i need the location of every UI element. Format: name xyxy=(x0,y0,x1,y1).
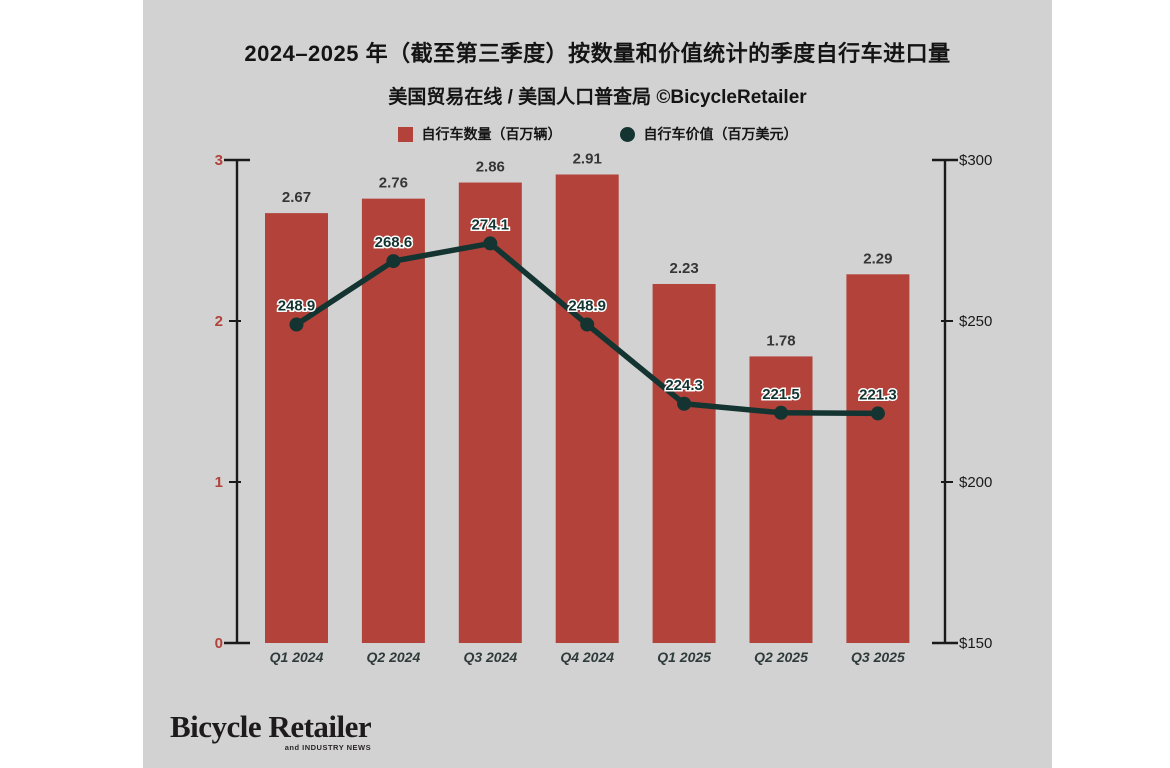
bar-q1-2024 xyxy=(265,213,328,643)
bar-value-label: 2.76 xyxy=(379,175,408,192)
line-value-label: 268.6 xyxy=(375,234,413,251)
x-axis-label: Q2 2025 xyxy=(754,649,808,665)
bar-value-label: 2.29 xyxy=(863,250,892,267)
left-axis-tick-label: 0 xyxy=(215,635,223,652)
value-point xyxy=(580,317,595,332)
chart-header: 2024–2025 年（截至第三季度）按数量和价值统计的季度自行车进口量 美国贸… xyxy=(143,0,1052,144)
x-axis-label: Q4 2024 xyxy=(560,649,614,665)
bicycle-retailer-logo: Bicycle Retailer and INDUSTRY NEWS xyxy=(170,709,372,752)
legend-label-value: 自行车价值（百万美元） xyxy=(643,126,798,142)
chart-plot-area: 2.67 2.76 2.86 2.91 2.23 1.78 2.29 0 1 2 3 $150 $200… xyxy=(215,150,993,665)
line-value-label: 274.1 xyxy=(472,216,510,233)
line-value-label: 224.3 xyxy=(665,377,703,394)
chart-title: 2024–2025 年（截至第三季度）按数量和价值统计的季度自行车进口量 xyxy=(244,41,951,66)
x-axis-label: Q1 2025 xyxy=(657,649,711,665)
value-point xyxy=(289,317,304,332)
right-axis-tick-label: $150 xyxy=(959,635,992,652)
bar-value-label: 2.67 xyxy=(282,189,311,206)
right-axis-tick-label: $200 xyxy=(959,474,992,491)
value-point xyxy=(677,396,692,411)
chart-panel: 2.67 2.76 2.86 2.91 2.23 1.78 2.29 0 1 2 3 $150 $200… xyxy=(143,0,1052,768)
logo-tagline: and INDUSTRY NEWS xyxy=(284,743,372,752)
bar-q3-2025 xyxy=(846,274,910,643)
line-series-swatch-icon xyxy=(619,126,635,142)
line-value-label: 221.5 xyxy=(762,386,800,403)
legend-label-quantity: 自行车数量（百万辆） xyxy=(421,126,562,142)
x-axis-label: Q1 2024 xyxy=(270,649,324,665)
value-point xyxy=(483,236,498,251)
line-value-label: 248.9 xyxy=(278,298,316,315)
value-point xyxy=(870,406,885,421)
bar-series-swatch-icon xyxy=(397,126,413,142)
line-value-label: 221.3 xyxy=(859,386,897,403)
bar-q2-2025 xyxy=(749,356,813,643)
chart-subtitle: 美国贸易在线 / 美国人口普查局 ©BicycleRetailer xyxy=(388,87,807,108)
bar-q1-2025 xyxy=(652,283,716,643)
logo-wordmark: Bicycle Retailer xyxy=(170,709,372,744)
legend-item-quantity: 自行车数量（百万辆） xyxy=(397,124,562,144)
left-axis-tick-label: 3 xyxy=(215,152,223,169)
bar-q4-2024 xyxy=(555,174,619,644)
value-point xyxy=(386,254,401,269)
bar-value-label: 2.86 xyxy=(476,159,505,176)
chart-legend: 自行车数量（百万辆） 自行车价值（百万美元） xyxy=(143,124,1052,144)
bar-value-label: 2.23 xyxy=(669,260,698,277)
right-axis-tick-label: $250 xyxy=(959,313,992,330)
value-point xyxy=(774,405,788,420)
x-axis-label: Q3 2024 xyxy=(463,649,517,665)
left-axis-tick-label: 1 xyxy=(215,474,223,491)
bar-value-label: 1.78 xyxy=(766,332,795,349)
x-axis-label: Q3 2025 xyxy=(851,649,905,665)
bar-value-label: 2.91 xyxy=(573,150,602,167)
legend-item-value: 自行车价值（百万美元） xyxy=(619,124,798,144)
bar-q3-2024 xyxy=(458,182,522,644)
line-value-label: 248.9 xyxy=(568,298,606,315)
left-axis-tick-label: 2 xyxy=(215,313,223,330)
right-axis-tick-label: $300 xyxy=(959,152,992,169)
x-axis-label: Q2 2024 xyxy=(367,649,421,665)
